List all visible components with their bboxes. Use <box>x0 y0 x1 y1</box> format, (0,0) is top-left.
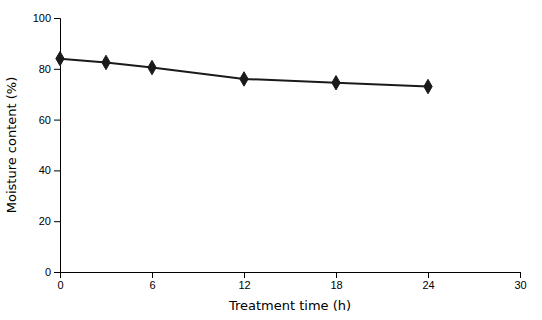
data-point <box>240 72 248 86</box>
y-axis-title: Moisture content (%) <box>4 77 19 213</box>
x-tick-mark <box>152 272 153 278</box>
x-tick: 30 <box>514 272 526 291</box>
y-tick: 0 <box>45 266 60 278</box>
data-point <box>56 51 64 65</box>
y-tick: 20 <box>39 215 60 227</box>
x-tick-label: 0 <box>57 279 63 291</box>
x-axis-title: Treatment time (h) <box>228 298 351 313</box>
chart-svg: 0 6 12 18 24 30 0 20 40 60 80 100 Treatment time (h)… <box>0 0 542 320</box>
x-tick: 0 <box>57 272 63 291</box>
y-tick-mark <box>54 221 60 222</box>
x-tick-label: 24 <box>422 279 434 291</box>
chart-container: 0 6 12 18 24 30 0 20 40 60 80 100 Treatment time (h)… <box>0 0 542 320</box>
x-tick-label: 18 <box>330 279 342 291</box>
x-tick-label: 30 <box>514 279 526 291</box>
x-tick: 24 <box>422 272 434 291</box>
data-point <box>102 55 110 69</box>
y-axis: 0 20 40 60 80 100 <box>33 12 61 278</box>
data-layer <box>56 51 432 93</box>
data-line <box>60 59 428 87</box>
y-tick-mark <box>54 120 60 121</box>
y-tick-label: 20 <box>39 215 51 227</box>
y-tick-label: 80 <box>39 63 51 75</box>
x-tick: 12 <box>238 272 250 291</box>
y-tick-label: 0 <box>45 266 51 278</box>
y-tick-mark <box>54 69 60 70</box>
y-tick-label: 40 <box>39 164 51 176</box>
x-tick: 18 <box>330 272 342 291</box>
x-tick-mark <box>520 272 521 278</box>
y-tick-mark <box>54 272 60 273</box>
x-axis: 0 6 12 18 24 30 <box>57 272 526 291</box>
y-tick-label: 60 <box>39 114 51 126</box>
x-tick: 6 <box>149 272 155 291</box>
x-axis-line <box>61 273 521 279</box>
y-tick-mark <box>54 18 60 19</box>
y-tick: 40 <box>39 164 60 176</box>
x-tick-label: 12 <box>238 279 250 291</box>
y-tick-label: 100 <box>33 12 51 24</box>
data-point <box>332 76 340 90</box>
data-point <box>148 60 156 74</box>
y-tick: 60 <box>39 114 60 126</box>
plot: 0 6 12 18 24 30 0 20 40 60 80 100 <box>33 12 527 291</box>
y-tick: 100 <box>33 12 60 24</box>
y-tick-mark <box>54 170 60 171</box>
x-tick-label: 6 <box>149 279 155 291</box>
x-tick-mark <box>428 272 429 278</box>
x-tick-mark <box>244 272 245 278</box>
data-point <box>424 79 432 93</box>
y-tick: 80 <box>39 63 60 75</box>
x-tick-mark <box>336 272 337 278</box>
